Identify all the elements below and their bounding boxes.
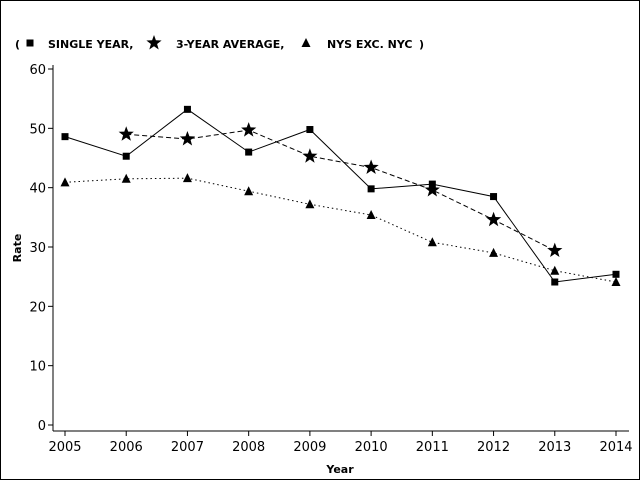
x-tick-label: 2013: [538, 440, 571, 455]
data-point-square: [183, 105, 191, 113]
series-line-triangle: [64, 177, 617, 283]
legend-label-star: 3-YEAR AVERAGE,: [176, 38, 284, 51]
series-line-star: [126, 129, 556, 252]
x-tick-label: 2011: [416, 440, 449, 455]
y-axis-label: Rate: [11, 234, 24, 263]
axes: 0 10 20 30 40 50 60 2005 2006 2007 2008 2009 2010 201…: [29, 63, 632, 455]
x-tick-label: 2010: [355, 440, 388, 455]
data-point-square: [367, 185, 375, 193]
legend-label-triangle: NYS EXC. NYC: [327, 38, 412, 51]
data-point-triangle: [182, 173, 192, 183]
y-tick-label: 30: [29, 241, 46, 256]
data-point-star: [302, 148, 318, 163]
data-point-square: [122, 152, 130, 160]
x-tick-label: 2014: [599, 440, 632, 455]
data-point-star: [241, 122, 257, 137]
legend: ( ) SINGLE YEAR, 3-YEAR AVERAGE, NYS EXC. …: [15, 35, 424, 51]
data-point-triangle: [121, 173, 131, 183]
data-point-star: [363, 159, 379, 174]
data-point-square: [245, 148, 253, 156]
series-triangle: [60, 173, 621, 287]
x-tick-label: 2007: [171, 440, 204, 455]
legend-marker-square: [26, 39, 34, 47]
legend-close-paren: ): [419, 38, 424, 51]
series-star: [118, 122, 563, 257]
data-point-square: [306, 126, 314, 134]
x-tick-label: 2006: [110, 440, 143, 455]
data-point-square: [61, 133, 69, 141]
data-point-star: [547, 242, 563, 257]
y-tick-label: 60: [29, 63, 46, 78]
y-tick-label: 0: [38, 419, 46, 434]
series-layer: [60, 105, 621, 287]
legend-marker-triangle: [301, 38, 311, 47]
y-tick-label: 20: [29, 300, 46, 315]
y-tick-label: 50: [29, 122, 46, 137]
legend-open-paren: (: [15, 38, 20, 51]
data-point-triangle: [366, 209, 376, 219]
data-point-square: [551, 278, 559, 286]
data-point-star: [179, 131, 196, 146]
legend-label-square: SINGLE YEAR,: [48, 38, 133, 51]
data-point-triangle: [489, 247, 499, 257]
x-tick-label: 2012: [477, 440, 510, 455]
data-point-triangle: [611, 277, 621, 287]
data-point-triangle: [60, 177, 70, 187]
data-point-star: [424, 182, 440, 197]
data-point-square: [612, 270, 620, 278]
x-tick-label: 2005: [48, 440, 81, 455]
x-axis-label: Year: [325, 463, 354, 476]
data-point-star: [118, 126, 134, 141]
legend-marker-star: [146, 35, 162, 50]
data-point-star: [485, 211, 502, 227]
y-tick-label: 10: [29, 360, 46, 375]
data-point-triangle: [550, 265, 560, 275]
series-line-square: [64, 108, 617, 283]
data-point-triangle: [427, 237, 437, 247]
data-point-square: [490, 193, 498, 201]
data-point-triangle: [305, 199, 315, 209]
series-square: [61, 105, 620, 286]
y-tick-label: 40: [29, 182, 46, 197]
x-tick-label: 2008: [232, 440, 265, 455]
data-point-triangle: [244, 186, 254, 196]
x-tick-label: 2009: [293, 440, 326, 455]
